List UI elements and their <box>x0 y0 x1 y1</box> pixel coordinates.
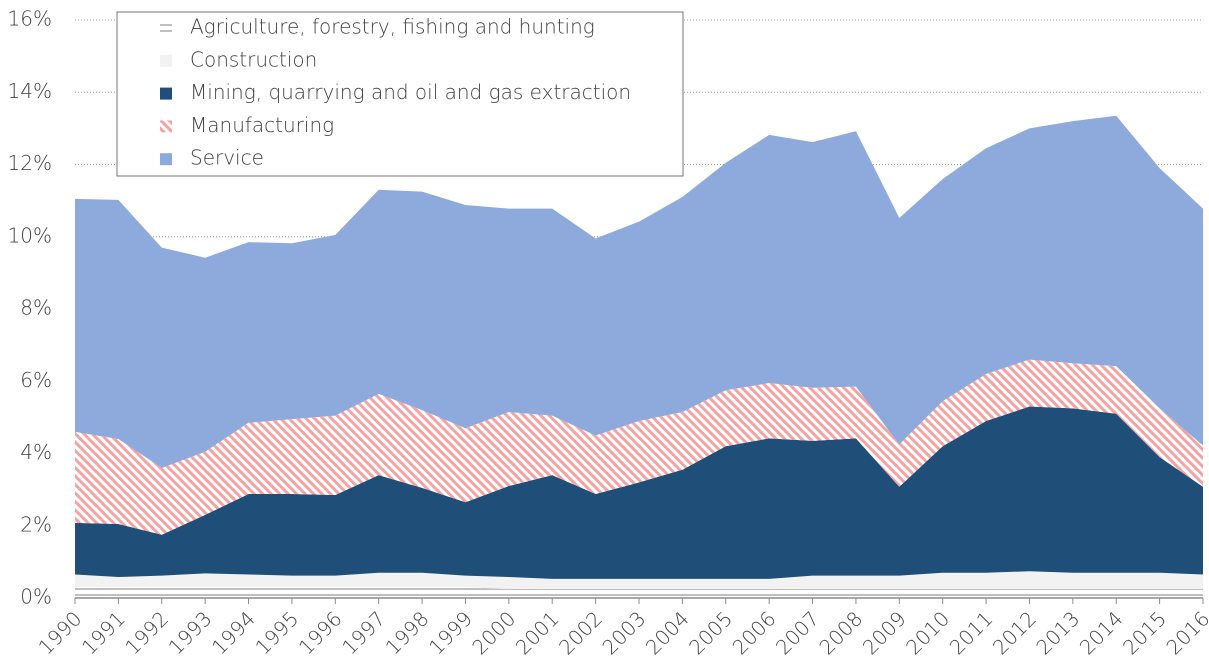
x-tick-label: 1994 <box>207 606 260 659</box>
area <box>75 359 1203 535</box>
x-tick-label: 1990 <box>33 606 86 659</box>
y-tick-label: 10% <box>8 223 52 247</box>
x-tick-label: 1995 <box>250 606 303 659</box>
x-tick-label: 2011 <box>945 606 998 659</box>
x-tick-label: 2004 <box>641 606 694 659</box>
x-tick-label: 2003 <box>597 606 650 659</box>
x-tick-label: 1999 <box>424 606 477 659</box>
legend-swatch <box>160 22 172 34</box>
x-tick-label: 2010 <box>901 606 954 659</box>
area <box>75 406 1203 579</box>
x-tick-label: 1991 <box>77 606 130 659</box>
x-tick-label: 2009 <box>858 606 911 659</box>
y-tick-label: 8% <box>20 296 52 320</box>
x-tick-label: 2000 <box>467 606 520 659</box>
x-tick-label: 2005 <box>684 606 737 659</box>
area <box>75 115 1203 468</box>
x-tick-label: 1998 <box>381 606 434 659</box>
y-tick-label: 4% <box>20 440 52 464</box>
legend-swatch <box>160 54 172 67</box>
x-tick-label: 2007 <box>771 606 824 659</box>
y-tick-label: 2% <box>20 512 52 536</box>
y-tick-label: 0% <box>20 585 52 609</box>
x-tick-label: 1992 <box>120 606 173 659</box>
legend-label: Agriculture, forestry, fishing and hunti… <box>190 15 595 39</box>
x-tick-label: 1997 <box>337 606 390 659</box>
x-tick-label: 2013 <box>1031 606 1084 659</box>
legend-swatch <box>160 153 172 166</box>
x-tick-label: 2014 <box>1075 606 1128 659</box>
y-tick-label: 14% <box>8 79 52 103</box>
legend-swatch <box>160 87 172 100</box>
legend-swatch <box>160 120 172 133</box>
legend-label: Service <box>190 146 264 170</box>
y-tick-label: 16% <box>8 7 52 31</box>
x-tick-label: 2008 <box>814 606 867 659</box>
legend-label: Mining, quarrying and oil and gas extrac… <box>190 80 631 104</box>
y-tick-label: 6% <box>20 368 52 392</box>
area <box>75 587 1203 598</box>
legend-label: Manufacturing <box>190 113 334 137</box>
x-tick-label: 2006 <box>728 606 781 659</box>
x-tick-label: 1993 <box>164 606 217 659</box>
x-tick-label: 1996 <box>294 606 347 659</box>
y-tick-label: 12% <box>8 151 52 175</box>
x-tick-label: 2001 <box>511 606 564 659</box>
x-tick-label: 2015 <box>1118 606 1171 659</box>
legend-label: Construction <box>190 47 317 71</box>
legend-box <box>116 11 684 177</box>
area <box>75 571 1203 589</box>
x-tick-label: 2002 <box>554 606 607 659</box>
x-tick-label: 2012 <box>988 606 1041 659</box>
x-tick-label: 2016 <box>1161 606 1209 659</box>
